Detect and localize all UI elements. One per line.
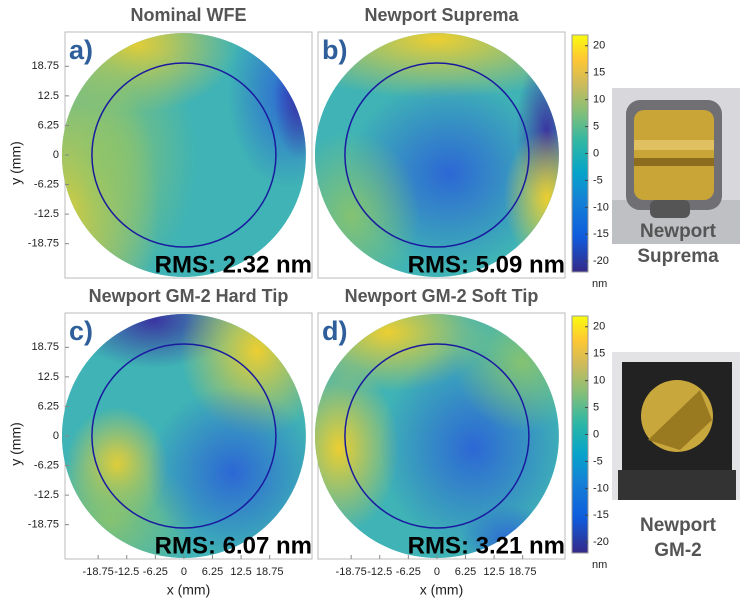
panel-title: Newport GM-2 Soft Tip <box>345 286 539 306</box>
x-tick-label: 6.25 <box>455 566 476 578</box>
x-tick-label: -18.75 <box>336 566 367 578</box>
x-tick-label: -12.5 <box>114 566 139 578</box>
colorbar-tick-label: 10 <box>593 94 605 106</box>
x-tick-label: 6.25 <box>202 566 223 578</box>
colorbar-tick-label: 15 <box>593 67 605 79</box>
rms-label: RMS: 6.07 nm <box>155 532 312 559</box>
colorbar-tick-label: 0 <box>593 428 599 440</box>
colorbar-unit: nm <box>592 559 607 571</box>
colorbar-tick-label: 15 <box>593 348 605 360</box>
x-tick-label: -18.75 <box>83 566 114 578</box>
x-tick-label: 0 <box>181 566 187 578</box>
colorbar-tick-label: 20 <box>593 321 605 333</box>
y-tick-label: 12.5 <box>38 90 59 102</box>
colorbar-tick-label: -15 <box>593 509 609 521</box>
panel-title: Newport Suprema <box>364 5 519 25</box>
y-tick-label: -12.5 <box>34 489 59 501</box>
y-tick-label: -18.75 <box>28 238 59 250</box>
x-tick-label: -12.5 <box>367 566 392 578</box>
y-axis-label: y (mm) <box>8 422 24 466</box>
panel-label: d) <box>322 316 347 346</box>
x-tick-label: 12.5 <box>483 566 504 578</box>
y-tick-label: 6.25 <box>38 119 59 131</box>
photo-caption: Newport <box>640 515 717 536</box>
colorbar-unit: nm <box>592 278 607 290</box>
x-tick-label: 18.75 <box>256 566 284 578</box>
rms-label: RMS: 5.09 nm <box>408 251 565 278</box>
panel-label: b) <box>322 35 347 65</box>
rms-label: RMS: 3.21 nm <box>408 532 565 559</box>
panel-title: Newport GM-2 Hard Tip <box>89 286 289 306</box>
colorbar-tick-label: 20 <box>593 40 605 52</box>
panel-label: a) <box>69 35 93 65</box>
photo-gm2 <box>612 352 740 500</box>
colorbar-tick-label: -5 <box>593 174 603 186</box>
y-tick-label: -18.75 <box>28 519 59 531</box>
colorbar-tick-label: -5 <box>593 455 603 467</box>
colorbar-tick-label: 5 <box>593 120 599 132</box>
colorbar-tick-label: -15 <box>593 228 609 240</box>
y-tick-label: 0 <box>53 149 59 161</box>
colorbar-tick-label: 0 <box>593 147 599 159</box>
y-tick-label: 6.25 <box>38 400 59 412</box>
photo-caption: Newport <box>640 221 717 242</box>
y-tick-label: -6.25 <box>34 178 59 190</box>
colorbar-tick-label: -20 <box>593 255 609 267</box>
photo-caption: Suprema <box>637 246 719 267</box>
x-tick-label: -6.25 <box>143 566 168 578</box>
photo-caption: GM-2 <box>654 540 702 561</box>
rms-label: RMS: 2.32 nm <box>155 251 312 278</box>
x-axis-label: x (mm) <box>167 582 211 598</box>
colorbar-tick-label: -10 <box>593 201 609 213</box>
y-tick-label: -6.25 <box>34 459 59 471</box>
x-axis-label: x (mm) <box>420 582 464 598</box>
x-tick-label: 0 <box>434 566 440 578</box>
y-tick-label: 12.5 <box>38 371 59 383</box>
panel-label: c) <box>69 316 93 346</box>
x-tick-label: 12.5 <box>230 566 251 578</box>
colorbar-tick-label: -10 <box>593 482 609 494</box>
x-tick-label: 18.75 <box>509 566 537 578</box>
figure: Nominal WFEa)RMS: 2.32 nm-18.75-12.5-6.2… <box>0 0 743 600</box>
colorbar-tick-label: 10 <box>593 375 605 387</box>
y-axis-label: y (mm) <box>8 141 24 185</box>
panel-title: Nominal WFE <box>131 5 247 25</box>
y-tick-label: 18.75 <box>31 60 59 72</box>
y-tick-label: 0 <box>53 430 59 442</box>
x-tick-label: -6.25 <box>396 566 421 578</box>
colorbar-tick-label: 5 <box>593 401 599 413</box>
y-tick-label: -12.5 <box>34 208 59 220</box>
y-tick-label: 18.75 <box>31 341 59 353</box>
colorbar-tick-label: -20 <box>593 536 609 548</box>
